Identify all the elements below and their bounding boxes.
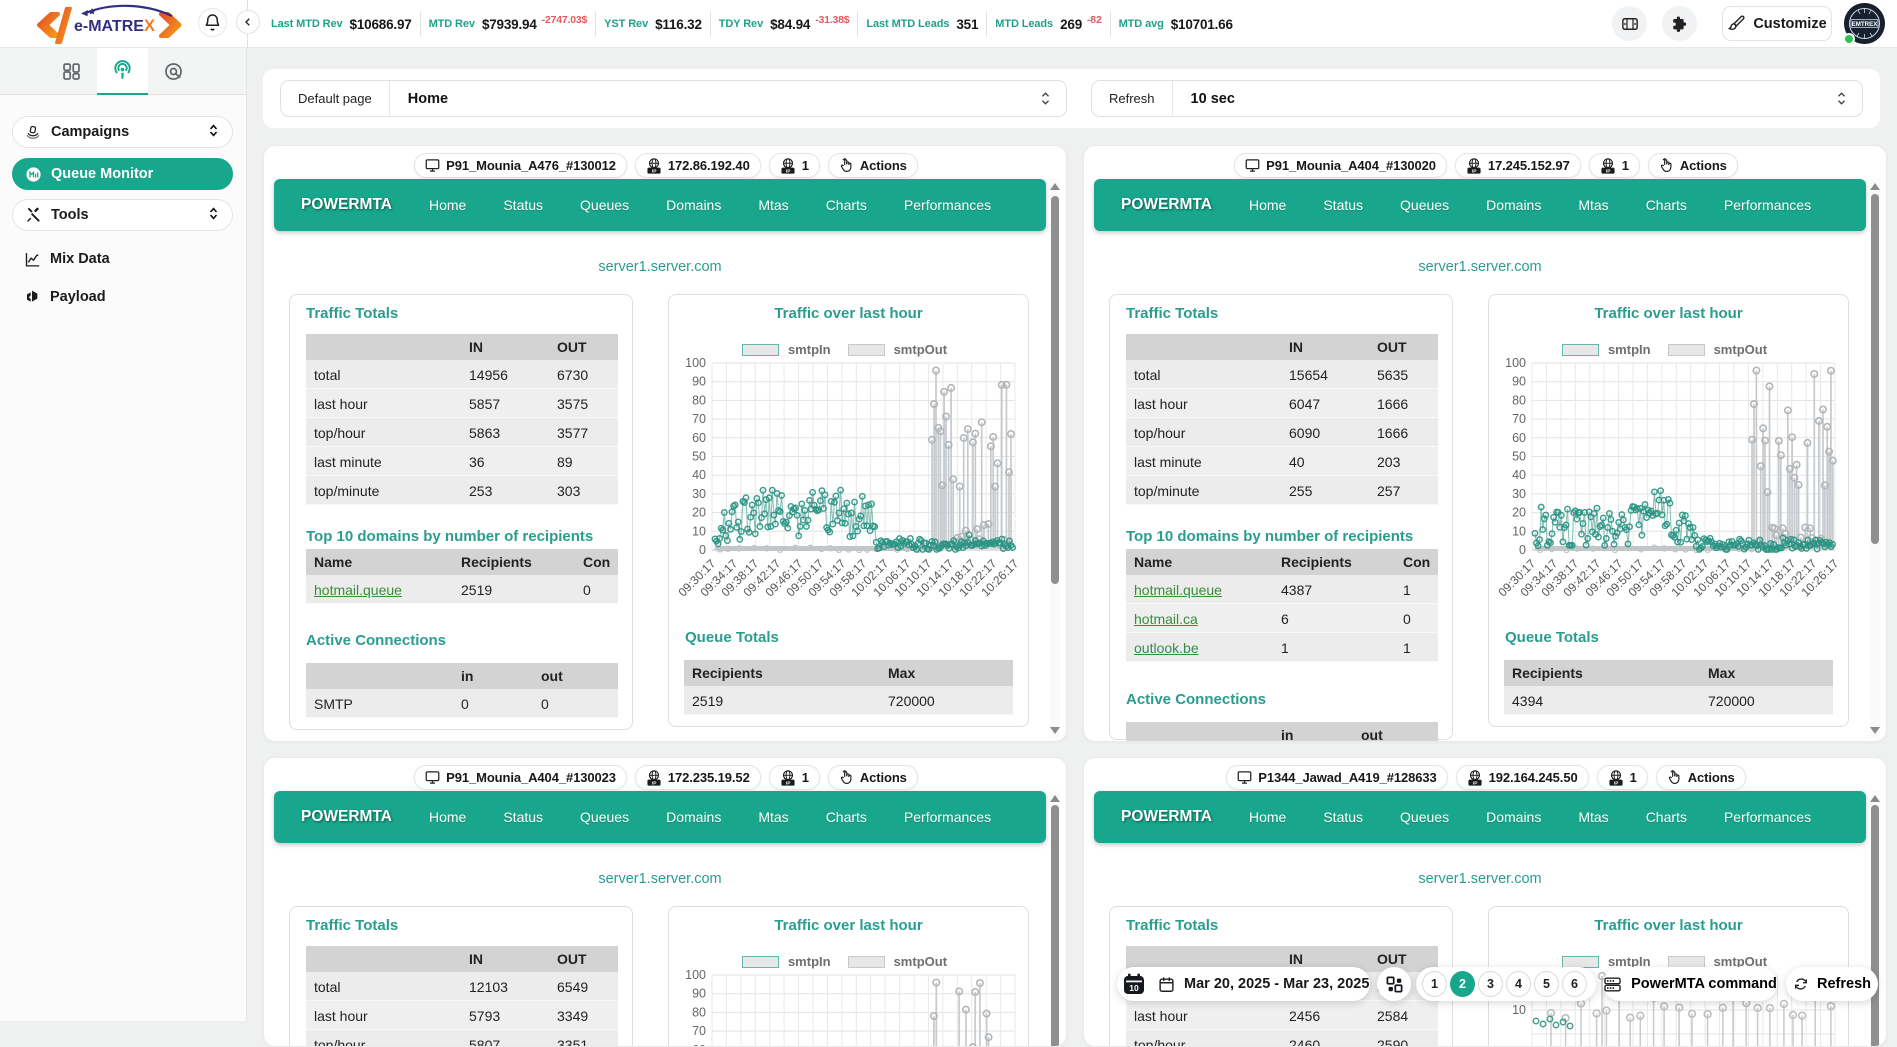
svg-text:80: 80: [1512, 393, 1526, 407]
svg-text:100: 100: [1505, 356, 1526, 370]
svg-text:IP: IP: [652, 780, 657, 786]
svg-text:70: 70: [692, 1024, 706, 1038]
svg-text:70: 70: [692, 412, 706, 426]
svg-text:60: 60: [1512, 431, 1526, 445]
svg-text:IP: IP: [1614, 780, 1619, 786]
svg-text:100: 100: [685, 356, 706, 370]
svg-text:IP: IP: [786, 168, 791, 174]
svg-text:20: 20: [1512, 506, 1526, 520]
svg-text:100: 100: [685, 968, 706, 982]
svg-text:90: 90: [692, 987, 706, 1001]
svg-text:50: 50: [1512, 450, 1526, 464]
svg-text:0: 0: [699, 543, 706, 557]
svg-text:70: 70: [1512, 412, 1526, 426]
svg-text:80: 80: [692, 393, 706, 407]
svg-text:IP: IP: [1472, 168, 1477, 174]
svg-text:40: 40: [692, 468, 706, 482]
svg-text:0: 0: [1519, 543, 1526, 557]
svg-text:IP: IP: [1606, 168, 1611, 174]
svg-text:80: 80: [692, 1005, 706, 1019]
svg-text:90: 90: [692, 375, 706, 389]
svg-text:10: 10: [1512, 524, 1526, 538]
svg-text:EMTREX: EMTREX: [1852, 21, 1879, 28]
svg-text:10: 10: [1129, 983, 1139, 993]
svg-text:X: X: [144, 17, 155, 35]
svg-text:10: 10: [1512, 1003, 1526, 1017]
svg-text:30: 30: [1512, 487, 1526, 501]
svg-text:e-MATRE: e-MATRE: [74, 18, 144, 35]
svg-text:60: 60: [692, 431, 706, 445]
svg-text:IP: IP: [652, 168, 657, 174]
svg-text:90: 90: [1512, 375, 1526, 389]
svg-text:40: 40: [1512, 468, 1526, 482]
svg-text:30: 30: [692, 487, 706, 501]
svg-text:20: 20: [692, 506, 706, 520]
svg-text:IP: IP: [1473, 780, 1478, 786]
svg-text:50: 50: [692, 450, 706, 464]
svg-text:60: 60: [692, 1043, 706, 1047]
svg-text:10: 10: [692, 524, 706, 538]
svg-text:IP: IP: [786, 780, 791, 786]
